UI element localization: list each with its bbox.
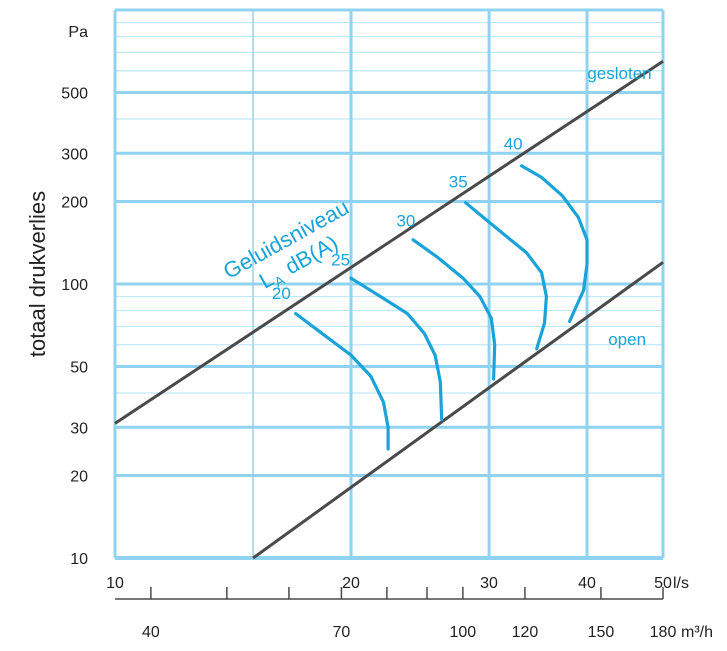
level-label: 30 [396,212,415,231]
y-tick-label: 20 [70,469,88,486]
grid [113,8,665,560]
sound-curve-30 [411,238,497,381]
series-line-gesloten [114,60,664,425]
sound-curve-35 [464,201,548,351]
y-tick-label: 10 [70,551,88,568]
open-label: open [608,330,646,349]
x2-tick-label: 70 [333,624,351,641]
y-tick-label: 300 [61,146,88,163]
level-label: 20 [272,284,291,303]
x-tick-label: 30 [480,575,498,592]
y-axis-title: totaal drukverlies [25,191,50,357]
y-tick-label: 50 [70,359,88,376]
series-line-open [252,261,664,560]
x2-tick-label: 150 [588,624,615,641]
level-label: 25 [331,250,350,269]
x-unit-label: l/s [673,575,689,592]
level-label: 35 [449,173,468,192]
y-tick-label: 100 [61,277,88,294]
y-unit-label: Pa [68,24,88,41]
x-tick-label: 20 [342,575,360,592]
sound-curve-40 [519,164,589,323]
y-tick-label: 30 [70,420,88,437]
x2-tick-label: 180 [650,624,677,641]
x2-unit-label: m³/h [681,624,713,641]
y-tick-label: 500 [61,85,88,102]
x2-tick-label: 100 [450,624,477,641]
sound-curve-25 [349,276,444,422]
x2-tick-label: 40 [142,624,160,641]
x-tick-label: 40 [578,575,596,592]
x-tick-label: 10 [106,575,124,592]
y-tick-label: 200 [61,195,88,212]
level-label: 40 [504,134,523,153]
x-tick-label: 50 [654,575,672,592]
gesloten-label: gesloten [587,64,651,83]
sound-curve-20 [294,312,390,451]
x2-tick-label: 120 [512,624,539,641]
